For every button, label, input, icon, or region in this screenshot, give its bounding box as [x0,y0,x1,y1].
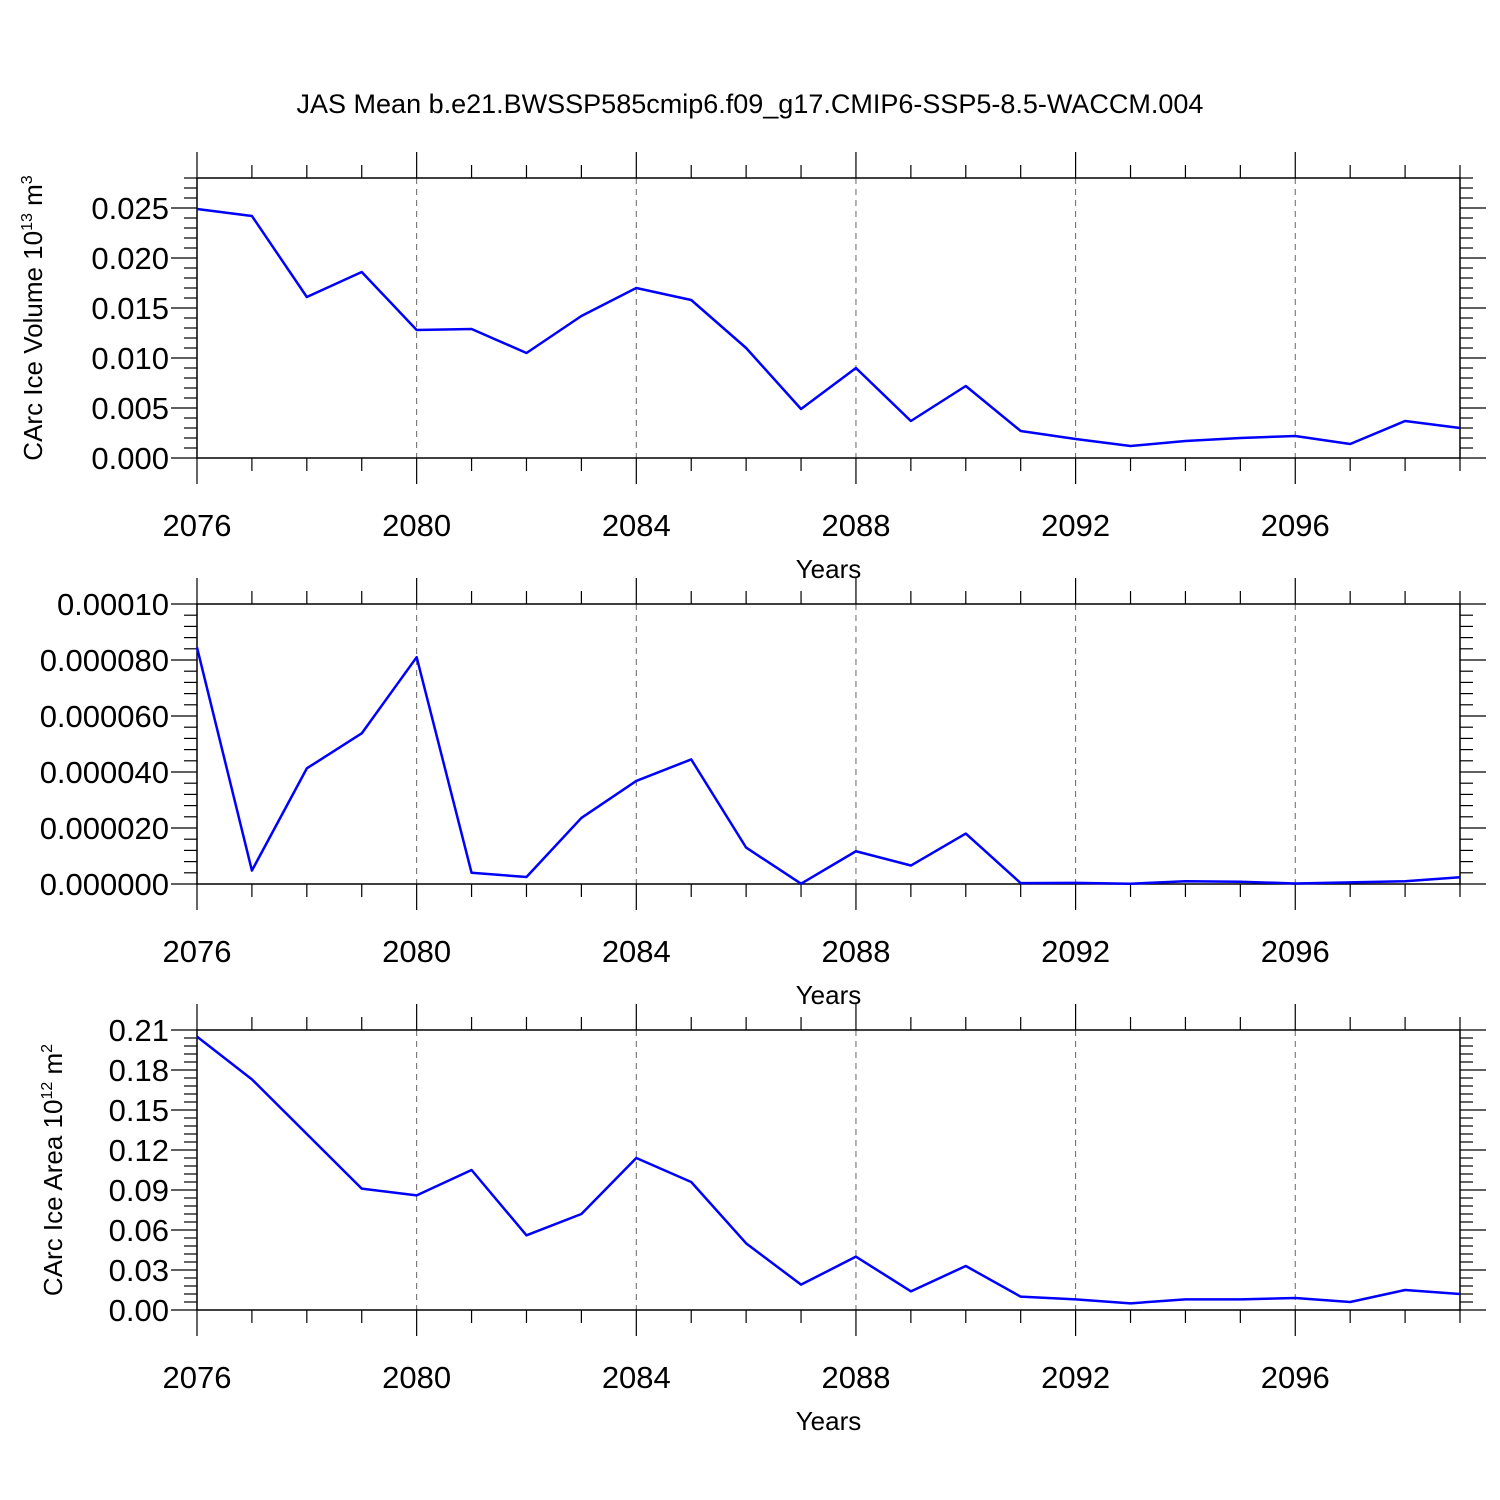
panel-3: 2076 2080 2084 2088 2092 2096 Years 0.00 0.03 0.0… [38,1004,1486,1436]
series-line-1 [196,1035,1461,1305]
y-tick-label: 0.12 [109,1133,169,1168]
y-tick-label: 0.010 [91,341,169,376]
y-tick-label: 0.000020 [40,811,169,846]
x-tick-label: 2084 [602,508,671,543]
x-tick-label: 2076 [163,508,232,543]
y-tick-label: 0.09 [109,1173,169,1208]
y-tick-label: 0.000080 [40,643,169,678]
x-tick-label: 2088 [821,1360,890,1395]
y-tick-label: 0.025 [91,191,169,226]
x-tick-label: 2080 [382,934,451,969]
x-tick-label: 2076 [163,1360,232,1395]
y-tick-label: 0.18 [109,1053,169,1088]
plot-frame [196,603,1461,885]
x-axis-title: Years [796,980,862,1010]
panel-1: 2076 2080 2084 2088 2092 2096 Years 0.000 0.005 0… [18,152,1486,584]
y-tick-label: 0.005 [91,391,169,426]
y-axis-title: CArc Ice Area 1012 m2 [38,1044,68,1296]
y-tick-label: 0.000060 [40,699,169,734]
x-tick-label: 2088 [821,934,890,969]
y-tick-label: 0.000000 [40,867,169,902]
x-tick-label: 2080 [382,1360,451,1395]
x-tick-label: 2076 [163,934,232,969]
y-tick-label: 0.00010 [57,587,169,622]
chart-title: JAS Mean b.e21.BWSSP585cmip6.f09_g17.CMI… [297,89,1204,119]
plot-frame [196,1029,1461,1311]
panel-2: 2076 2080 2084 2088 2092 2096 Years 0.000000 0.0… [40,578,1486,1010]
series-line-1 [196,207,1461,448]
y-tick-label: 0.000 [91,441,169,476]
x-tick-label: 2088 [821,508,890,543]
x-axis-title: Years [796,1406,862,1436]
x-tick-label: 2092 [1041,934,1110,969]
x-tick-label: 2096 [1261,508,1330,543]
y-tick-label: 0.00 [109,1293,169,1328]
x-tick-label: 2092 [1041,1360,1110,1395]
x-tick-label: 2096 [1261,934,1330,969]
y-tick-label: 0.03 [109,1253,169,1288]
x-tick-label: 2096 [1261,1360,1330,1395]
y-tick-label: 0.21 [109,1013,169,1048]
y-tick-label: 0.020 [91,241,169,276]
y-tick-label: 0.15 [109,1093,169,1128]
plot-frame [196,177,1461,459]
chart-panels: 2076 2080 2084 2088 2092 2096 Years 0.000 0.005 0… [18,152,1486,1436]
x-tick-label: 2092 [1041,508,1110,543]
x-tick-label: 2080 [382,508,451,543]
x-axis-title: Years [796,554,862,584]
x-tick-label: 2084 [602,934,671,969]
y-tick-label: 0.015 [91,291,169,326]
y-axis-title: CArc Ice Volume 1013 m3 [18,175,48,460]
y-tick-label: 0.06 [109,1213,169,1248]
series-line-1 [195,647,1461,885]
y-tick-label: 0.000040 [40,755,169,790]
x-tick-label: 2084 [602,1360,671,1395]
